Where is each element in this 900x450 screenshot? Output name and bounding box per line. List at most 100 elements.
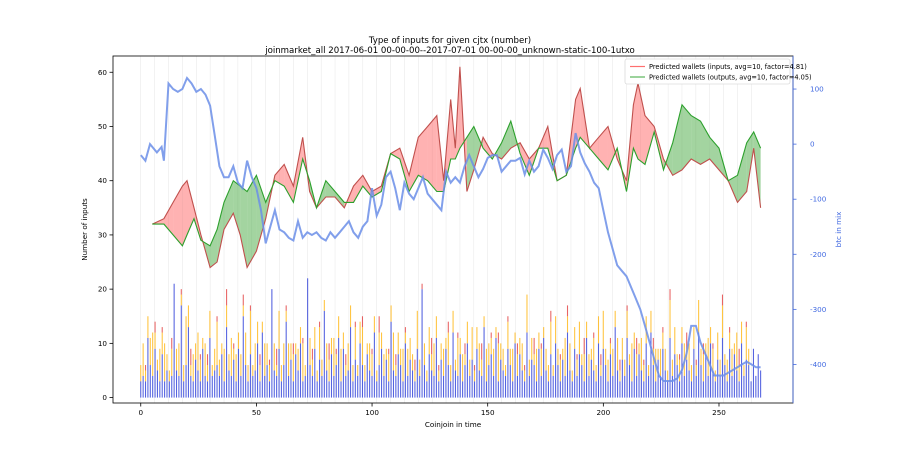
bar-blue bbox=[190, 375, 192, 398]
bar-red bbox=[583, 337, 585, 355]
bar-blue bbox=[352, 381, 354, 398]
bar-orange bbox=[569, 343, 571, 371]
bar-red bbox=[729, 327, 731, 333]
bar-orange bbox=[426, 370, 428, 382]
bar-blue bbox=[161, 354, 163, 398]
bar-red bbox=[559, 354, 561, 360]
bar-blue bbox=[652, 365, 654, 398]
bar-orange bbox=[679, 359, 681, 382]
bar-orange bbox=[409, 337, 411, 360]
bar-orange bbox=[392, 332, 395, 371]
bar-orange bbox=[452, 310, 454, 333]
bar-blue bbox=[209, 337, 211, 398]
bar-orange bbox=[504, 365, 507, 376]
bar-orange bbox=[354, 327, 356, 360]
bar-orange bbox=[433, 343, 435, 376]
bar-red bbox=[662, 327, 664, 333]
bar-orange bbox=[547, 365, 549, 382]
series-line-btc-in-mix bbox=[140, 76, 761, 382]
bar-blue bbox=[605, 365, 607, 398]
bar-blue bbox=[528, 375, 530, 398]
y-tick-label: 40 bbox=[98, 176, 108, 185]
bar-orange bbox=[302, 343, 304, 382]
bar-orange bbox=[609, 343, 611, 355]
bar-orange bbox=[466, 321, 468, 344]
bar-red bbox=[626, 305, 628, 311]
bar-orange bbox=[607, 359, 609, 382]
fill-segment bbox=[644, 115, 655, 165]
bar-blue bbox=[721, 337, 724, 398]
bar-orange bbox=[199, 359, 201, 382]
bar-orange bbox=[311, 359, 313, 376]
bar-orange bbox=[597, 316, 600, 344]
bar-orange bbox=[230, 337, 232, 376]
bar-blue bbox=[249, 354, 251, 398]
x-tick-label: 100 bbox=[365, 408, 379, 417]
bar-red bbox=[721, 294, 724, 306]
fill-segment bbox=[390, 148, 400, 160]
bar-blue bbox=[268, 381, 271, 398]
bar-red bbox=[679, 354, 681, 360]
bar-orange bbox=[192, 354, 194, 382]
bar-orange bbox=[237, 332, 240, 349]
bar-blue bbox=[729, 348, 731, 398]
bar-orange bbox=[559, 359, 561, 382]
bar-orange bbox=[338, 316, 340, 338]
bar-blue bbox=[564, 375, 566, 398]
bar-orange bbox=[457, 337, 459, 376]
bar-blue bbox=[381, 348, 383, 398]
bar-blue bbox=[221, 354, 223, 398]
bar-orange bbox=[710, 327, 712, 344]
bar-blue bbox=[509, 365, 511, 398]
bar-orange bbox=[361, 327, 364, 366]
bar-blue bbox=[175, 370, 178, 398]
bar-blue bbox=[159, 381, 161, 398]
bar-orange bbox=[690, 365, 693, 382]
bar-red bbox=[328, 343, 330, 360]
bar-blue bbox=[278, 348, 280, 398]
bar-orange bbox=[576, 359, 578, 376]
bar-blue bbox=[431, 370, 433, 398]
bar-orange bbox=[459, 337, 461, 355]
y-tick-label: 60 bbox=[98, 68, 108, 77]
bar-red bbox=[712, 343, 714, 349]
bar-blue bbox=[364, 381, 366, 398]
bar-orange bbox=[624, 359, 626, 376]
bar-blue bbox=[531, 359, 533, 398]
bar-blue bbox=[323, 310, 325, 398]
bar-blue bbox=[559, 381, 561, 398]
bar-blue bbox=[540, 375, 542, 398]
bar-orange bbox=[729, 332, 731, 349]
bar-blue bbox=[230, 375, 232, 398]
bar-blue bbox=[335, 365, 337, 398]
bar-orange bbox=[562, 348, 564, 360]
bar-blue bbox=[226, 327, 228, 398]
y-tick-label: 0 bbox=[102, 393, 107, 402]
bar-orange bbox=[190, 365, 192, 376]
y-tick-label: 30 bbox=[98, 230, 108, 239]
bar-blue bbox=[302, 381, 304, 398]
bar-blue bbox=[583, 381, 585, 398]
bar-blue bbox=[185, 365, 187, 398]
bar-blue bbox=[464, 365, 466, 398]
bar-orange bbox=[257, 321, 259, 344]
bar-blue bbox=[624, 375, 626, 398]
bar-blue bbox=[407, 375, 409, 398]
bar-orange bbox=[528, 359, 530, 376]
bar-blue bbox=[273, 370, 275, 398]
chart-subtitle: joinmarket_all 2017-06-01 00-00-00--2017… bbox=[265, 46, 635, 56]
bar-blue bbox=[686, 359, 688, 398]
bar-red bbox=[619, 359, 621, 371]
bar-blue bbox=[700, 365, 702, 398]
bar-orange bbox=[206, 365, 209, 382]
bar-orange bbox=[712, 348, 714, 371]
bar-orange bbox=[698, 299, 700, 333]
fill-segment bbox=[187, 180, 194, 235]
bar-red bbox=[507, 316, 509, 322]
bar-orange bbox=[371, 354, 373, 376]
bar-blue bbox=[731, 375, 733, 398]
bar-blue bbox=[695, 375, 697, 398]
bar-red bbox=[550, 310, 552, 322]
bar-orange bbox=[462, 354, 464, 382]
